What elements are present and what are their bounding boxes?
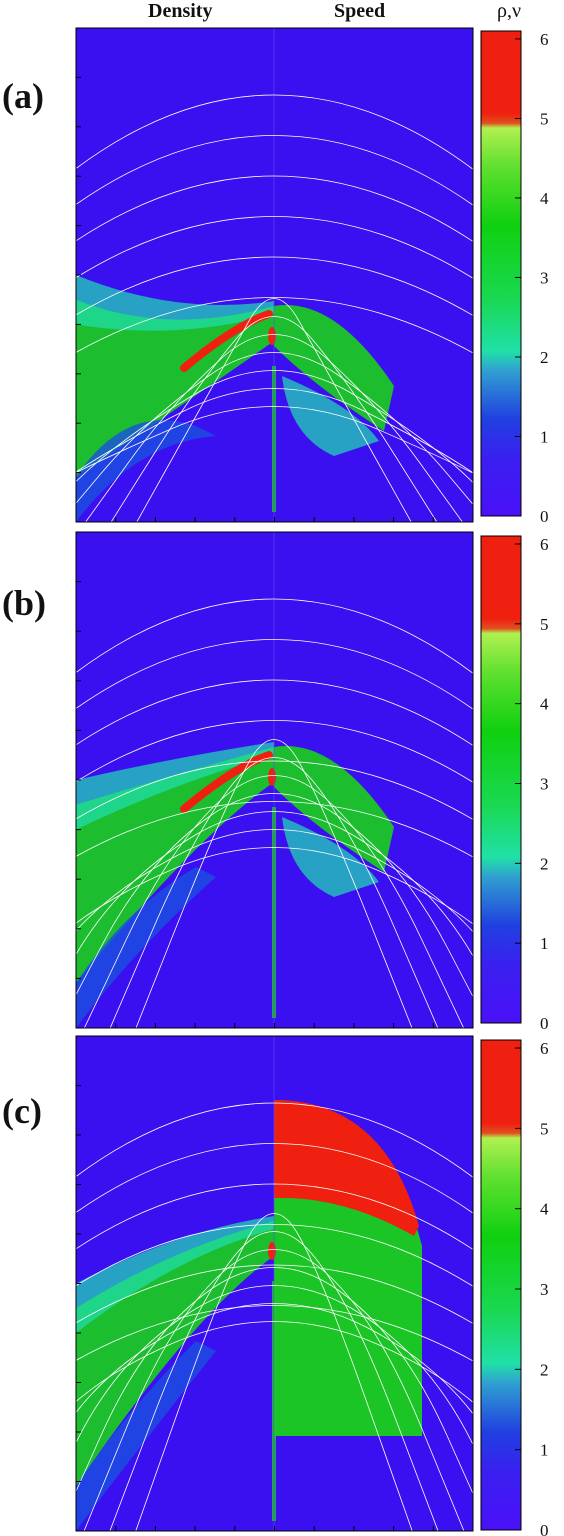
field-line — [76, 406, 473, 474]
colorbar-tick-label: 1 — [540, 934, 549, 953]
field-line — [76, 370, 473, 484]
heatmap-panel-c: 0 1 2 3 4 5 6 — [75, 1035, 549, 1536]
field-line — [76, 297, 473, 354]
panel-label-a: (a) — [2, 76, 44, 116]
field-line — [83, 775, 465, 1028]
colorbar-tick-label: 2 — [540, 348, 549, 367]
colorbar-tick-label: 2 — [540, 854, 549, 873]
field-line — [76, 811, 473, 957]
panel-label-c: (c) — [2, 1091, 42, 1131]
field-line — [76, 1303, 473, 1415]
field-line — [110, 316, 438, 522]
field-line — [76, 216, 473, 279]
colorbar-a — [480, 30, 522, 517]
field-line — [76, 598, 473, 674]
colorbar-b — [480, 535, 522, 1024]
field-line — [76, 801, 473, 858]
speed-wake — [282, 817, 379, 897]
field-line — [76, 829, 473, 933]
field-line — [76, 1224, 473, 1287]
field-line — [76, 1267, 473, 1495]
density-tail — [76, 867, 216, 1028]
colorbar-tick-label: 6 — [540, 1039, 549, 1058]
field-line — [76, 175, 473, 242]
density-front — [76, 742, 274, 830]
speed-wake — [282, 376, 379, 456]
field-line — [76, 639, 473, 710]
field-line — [76, 1102, 473, 1178]
field-line — [76, 1321, 473, 1403]
panel-label-b: (b) — [2, 583, 46, 623]
field-line — [109, 1231, 439, 1531]
colorbar-tick-label: 5 — [540, 615, 549, 634]
field-line — [76, 352, 473, 506]
field-line — [76, 760, 473, 820]
heatmap-panel-a: 0 1 2 3 4 5 6 — [75, 27, 549, 526]
field-line — [76, 679, 473, 746]
field-line — [76, 847, 473, 925]
field-line — [109, 757, 439, 1028]
field-line — [76, 388, 473, 474]
colorbar-tick-label: 3 — [540, 1280, 549, 1299]
colorbar-tick-label: 6 — [540, 535, 549, 554]
density-front — [76, 275, 274, 331]
heatmap-panel-b: 0 1 2 3 4 5 6 — [75, 531, 549, 1033]
field-line — [135, 1213, 413, 1531]
colorbar-tick-label: 1 — [540, 1441, 549, 1460]
central-knot — [268, 1242, 276, 1260]
field-line — [85, 334, 463, 522]
field-line — [76, 1305, 473, 1362]
field-line — [76, 793, 473, 998]
colorbar-tick-label: 3 — [540, 774, 549, 793]
colorbar-tick-label: 2 — [540, 1360, 549, 1379]
field-line — [76, 94, 473, 170]
density-header: Density — [148, 0, 213, 22]
field-line — [76, 256, 473, 316]
colorbar-tick-label: 4 — [540, 1200, 549, 1219]
field-line — [76, 1143, 473, 1214]
field-line — [83, 1249, 465, 1531]
colorbar-tick-label: 3 — [540, 268, 549, 287]
density-red-band — [180, 310, 273, 372]
field-line — [76, 720, 473, 783]
colorbar-tick-label: 0 — [540, 1014, 549, 1033]
density-red-band — [180, 751, 273, 813]
field-line — [76, 1264, 473, 1324]
central-knot — [268, 768, 276, 786]
speed-green-region — [274, 305, 394, 431]
central-knot — [268, 327, 276, 345]
colorbar-tick-label: 0 — [540, 507, 549, 526]
colorbar-title: ρ,ν — [497, 0, 522, 22]
colorbar-tick-label: 5 — [540, 109, 549, 128]
colorbar-tick-label: 1 — [540, 427, 549, 446]
speed-header: Speed — [334, 0, 386, 22]
field-line — [76, 1183, 473, 1250]
field-line — [76, 135, 473, 206]
colorbar-tick-label: 4 — [540, 695, 549, 714]
colorbar-tick-label: 4 — [540, 189, 549, 208]
colorbar-tick-label: 5 — [540, 1119, 549, 1138]
colorbar-tick-label: 6 — [540, 30, 549, 49]
field-line — [135, 739, 413, 1028]
density-front — [76, 1216, 274, 1333]
colorbar-c — [480, 1039, 522, 1531]
speed-red-region — [274, 1100, 419, 1236]
colorbar-tick-label: 0 — [540, 1521, 549, 1536]
density-tail — [76, 420, 216, 522]
